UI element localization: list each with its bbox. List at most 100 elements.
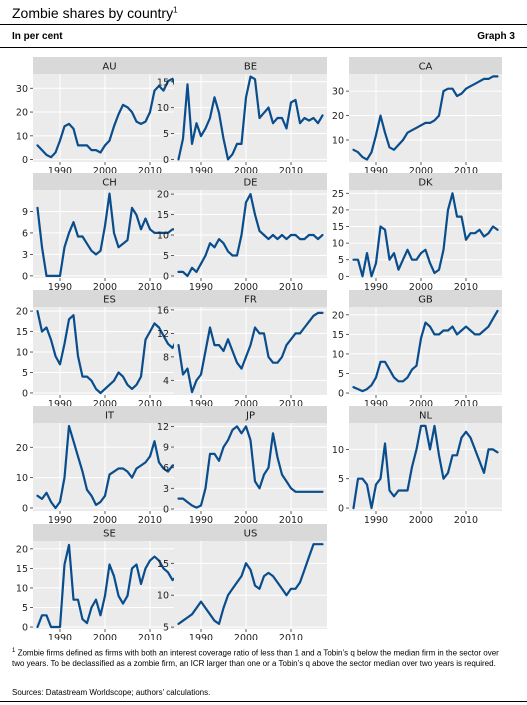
subtitle-rule [0,47,527,48]
y-tick-label: 10 [16,583,28,594]
panel-strip [349,290,502,307]
y-tick-label: 0 [22,388,28,399]
chart-subtitle: In per cent [12,31,63,42]
graph-number: Graph 3 [477,31,515,42]
y-tick-label: 5 [338,255,344,266]
series-line [177,311,324,394]
x-tick-label: 2010 [454,515,478,526]
panel-label: CA [419,62,433,73]
x-tick-label: 1990 [364,282,388,293]
x-tick-label: 1990 [364,399,388,410]
panel-se: SE 0 5 10 15 20 1990 2000 2010 [16,524,186,640]
plot-area [174,190,327,278]
panel-label: DK [418,178,433,189]
x-tick-label: 2010 [279,166,303,177]
x-tick-label: 2010 [279,633,303,640]
footnote: 1 Zombie firms defined as firms with bot… [12,646,512,669]
y-tick-label: 20 [332,111,344,122]
panel-be: BE 0 5 10 15 1990 2000 2010 [157,57,327,177]
panel-strip [174,57,327,74]
y-tick-label: 0 [338,504,344,515]
y-tick-label: 15 [16,327,28,338]
panel-label: JP [245,411,255,422]
panel-strip [33,290,186,307]
footnote-mark: 1 [12,648,16,654]
panel-label: CH [102,178,117,189]
series-line [36,310,183,395]
plot-area [33,307,186,395]
y-tick-label: 5 [163,623,169,634]
panel-strip [174,524,327,541]
y-tick-label: 10 [16,348,28,359]
panel-label: FR [244,295,257,306]
panel-strip [33,406,186,423]
panel-it: IT 0 10 20 1990 2000 2010 [16,406,186,526]
y-tick-label: 15 [157,559,169,570]
y-tick-label: 10 [332,239,344,250]
x-tick-label: 2000 [234,282,258,293]
x-tick-label: 2000 [409,166,433,177]
y-tick-label: 20 [332,205,344,216]
x-tick-label: 1990 [48,282,72,293]
x-tick-label: 2010 [454,399,478,410]
series-line [352,192,499,278]
y-tick-label: 10 [332,445,344,456]
panel-label: IT [105,411,115,422]
x-tick-label: 2010 [279,399,303,410]
panel-label: US [244,529,258,540]
panel-label: DE [243,178,257,189]
plot-area [174,74,327,162]
plot-area [349,190,502,278]
x-tick-label: 1990 [48,166,72,177]
x-tick-label: 2000 [93,282,117,293]
y-tick-label: 20 [16,307,28,318]
x-tick-label: 2010 [454,166,478,177]
y-tick-label: 20 [16,544,28,555]
series-line [36,77,183,159]
y-tick-label: 10 [16,473,28,484]
x-tick-label: 2000 [234,166,258,177]
panel-jp: JP 0 3 6 9 12 1990 2000 2010 [157,406,327,526]
panel-label: GB [418,295,433,306]
panel-de: DE 0 5 10 15 20 1990 2000 2010 [157,173,327,293]
y-tick-label: 3 [163,484,169,495]
y-tick-label: 10 [332,349,344,360]
series-line [352,75,499,161]
x-tick-label: 2010 [138,633,162,640]
y-tick-label: 10 [157,591,169,602]
y-tick-label: 0 [22,503,28,514]
panel-gb: GB 0 5 10 15 20 1990 2000 2010 [332,290,502,410]
plot-area [174,541,327,629]
panel-strip [349,57,502,74]
y-tick-label: 0 [22,271,28,282]
y-tick-label: 3 [22,250,28,261]
y-tick-label: 0 [338,389,344,400]
series-line [352,309,499,393]
y-tick-label: 16 [157,305,169,316]
x-tick-label: 1990 [48,399,72,410]
panel-strip [33,524,186,541]
y-tick-label: 5 [22,603,28,614]
x-tick-label: 2000 [409,282,433,293]
x-tick-label: 2000 [93,399,117,410]
panel-label: SE [103,529,116,540]
footnote-text: Zombie firms defined as firms with both … [12,648,499,668]
x-tick-label: 1990 [189,515,213,526]
y-tick-label: 30 [16,84,28,95]
top-rule [0,24,527,25]
x-tick-label: 2000 [409,515,433,526]
series-line [36,424,183,510]
panel-fr: FR 4 8 12 16 1990 2000 2010 [157,290,327,410]
x-tick-label: 2000 [234,633,258,640]
x-tick-label: 2000 [234,399,258,410]
series-line [352,424,499,510]
y-tick-label: 6 [22,228,28,239]
y-tick-label: 12 [157,422,169,433]
y-tick-label: 9 [163,443,169,454]
x-tick-label: 1990 [48,515,72,526]
chart-title: Zombie shares by country1 [12,5,178,21]
y-tick-label: 5 [163,129,169,140]
y-tick-label: 8 [163,352,169,363]
x-tick-label: 2000 [93,515,117,526]
